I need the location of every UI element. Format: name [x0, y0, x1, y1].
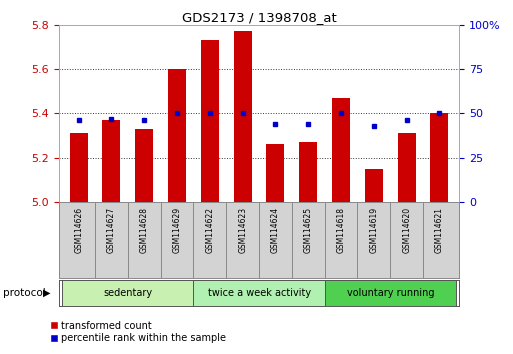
- Bar: [266, 144, 285, 202]
- Text: GSM114619: GSM114619: [369, 207, 379, 253]
- Text: GSM114621: GSM114621: [435, 207, 444, 253]
- Bar: [103, 120, 121, 202]
- Bar: [70, 133, 88, 202]
- Text: GSM114620: GSM114620: [402, 207, 411, 253]
- Bar: [62, 280, 193, 306]
- Text: GSM114627: GSM114627: [107, 207, 116, 253]
- Bar: [135, 129, 153, 202]
- Text: protocol: protocol: [3, 288, 45, 298]
- Bar: [168, 69, 186, 202]
- Bar: [201, 40, 219, 202]
- Bar: [299, 142, 317, 202]
- Text: twice a week activity: twice a week activity: [207, 288, 311, 298]
- Text: GSM114618: GSM114618: [337, 207, 346, 253]
- Legend: transformed count, percentile rank within the sample: transformed count, percentile rank withi…: [46, 317, 230, 347]
- Bar: [365, 169, 383, 202]
- Title: GDS2173 / 1398708_at: GDS2173 / 1398708_at: [182, 11, 337, 24]
- Text: GSM114624: GSM114624: [271, 207, 280, 253]
- Bar: [325, 280, 456, 306]
- Text: ▶: ▶: [44, 288, 51, 298]
- Bar: [398, 133, 416, 202]
- Bar: [233, 32, 252, 202]
- Text: GSM114623: GSM114623: [238, 207, 247, 253]
- Text: voluntary running: voluntary running: [346, 288, 434, 298]
- Bar: [332, 98, 350, 202]
- Bar: [430, 113, 448, 202]
- Text: sedentary: sedentary: [103, 288, 152, 298]
- Text: GSM114628: GSM114628: [140, 207, 149, 253]
- Text: GSM114622: GSM114622: [205, 207, 214, 253]
- Text: GSM114625: GSM114625: [304, 207, 313, 253]
- Text: GSM114626: GSM114626: [74, 207, 83, 253]
- Bar: [193, 280, 325, 306]
- Text: GSM114629: GSM114629: [172, 207, 182, 253]
